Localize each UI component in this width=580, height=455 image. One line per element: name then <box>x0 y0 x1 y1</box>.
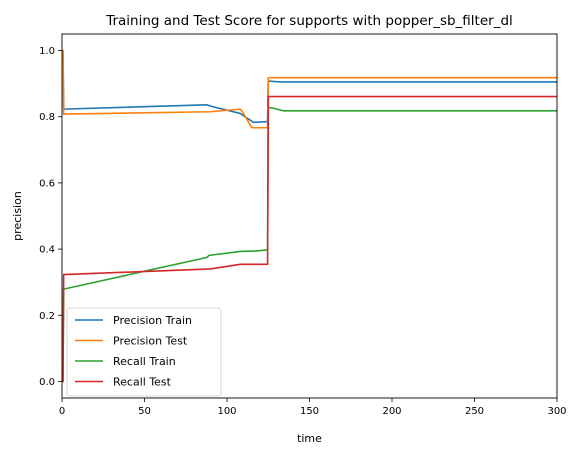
y-tick-label: 0.2 <box>39 311 55 322</box>
x-tick-label: 0 <box>59 406 65 417</box>
legend: Precision Train Precision Test Recall Trai… <box>66 307 222 397</box>
legend-box <box>66 307 222 397</box>
y-tick-label: 1.0 <box>39 46 55 57</box>
x-tick-label: 250 <box>465 406 484 417</box>
x-axis: 0 50 100 150 200 250 300 <box>59 398 567 417</box>
y-tick-label: 0.4 <box>39 245 55 256</box>
series-line-0 <box>62 49 557 124</box>
x-tick-label: 200 <box>382 406 401 417</box>
series-line-1 <box>62 49 557 129</box>
legend-label: Recall Train <box>113 355 176 368</box>
x-tick-label: 100 <box>217 406 236 417</box>
x-axis-label: time <box>297 432 322 445</box>
legend-label: Recall Test <box>113 376 172 389</box>
chart-title: Training and Test Score for supports wit… <box>105 13 513 29</box>
y-tick-label: 0.8 <box>39 112 55 123</box>
y-tick-label: 0.6 <box>39 178 55 189</box>
series-line-3 <box>62 95 557 383</box>
y-axis: 0.0 0.2 0.4 0.6 0.8 1.0 <box>39 46 62 388</box>
y-tick-label: 0.0 <box>39 377 55 388</box>
x-tick-label: 300 <box>547 406 566 417</box>
legend-label: Precision Test <box>113 335 188 348</box>
y-axis-label: precision <box>11 191 24 241</box>
legend-label: Precision Train <box>113 314 192 327</box>
x-tick-label: 150 <box>300 406 319 417</box>
series-layer <box>62 49 557 383</box>
x-tick-label: 50 <box>138 406 151 417</box>
